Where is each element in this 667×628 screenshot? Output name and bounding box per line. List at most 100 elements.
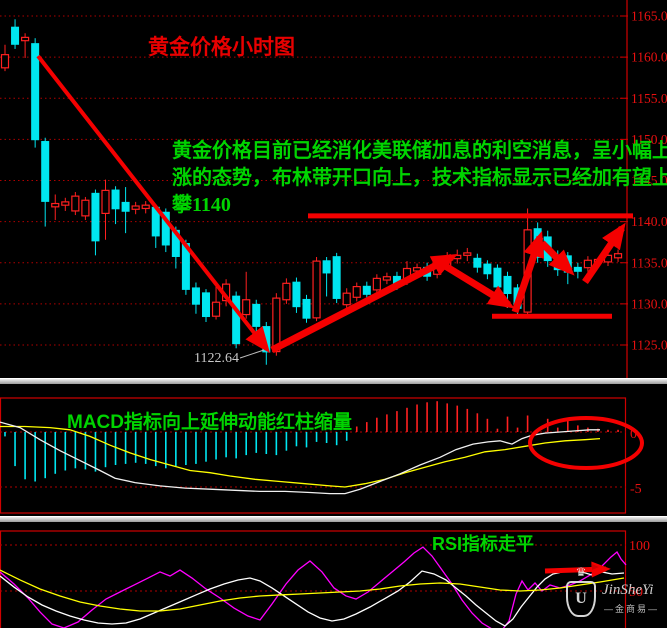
swing-arrow: [440, 261, 515, 309]
rsi-note: RSI指标走平: [432, 534, 535, 554]
candle-body: [473, 257, 482, 268]
analysis-note: 黄金价格目前已经消化美联储加息的利空消息，呈小幅上 涨的态势，布林带开口向上，技…: [172, 138, 667, 219]
candle-body: [312, 260, 321, 319]
candle: [372, 274, 381, 295]
candle: [0, 44, 10, 72]
candle: [453, 249, 462, 264]
candle-body: [81, 199, 90, 217]
crown-icon: ♛: [575, 565, 587, 579]
chart-title: 黄金价格小时图: [148, 35, 295, 59]
candle-body: [362, 285, 371, 295]
candle-body: [171, 229, 180, 257]
candle: [91, 189, 100, 256]
candle-body: [242, 299, 251, 316]
candle: [111, 186, 120, 225]
candle-body: [493, 267, 502, 288]
macd-tick-label: 0: [630, 427, 637, 442]
candle-body: [41, 141, 50, 202]
panel-splitter-2[interactable]: [0, 516, 667, 522]
candle-body: [211, 301, 221, 317]
candle: [382, 272, 391, 285]
swing-arrow: [539, 240, 575, 276]
candle-body: [61, 201, 70, 206]
candle-body: [151, 206, 160, 237]
rsi-fast-line: [0, 546, 627, 628]
macd-tick-label: -5: [630, 482, 642, 497]
rsi-tick-label: 100: [629, 539, 650, 554]
candle-body: [302, 298, 311, 319]
price-tick-label: 1135.0: [631, 255, 667, 270]
downtrend-arrow: [36, 54, 271, 354]
price-tick-label: 1155.0: [631, 91, 667, 106]
candle-body: [392, 275, 401, 286]
low-price-label: 1122.64: [194, 351, 239, 366]
candle-body: [342, 292, 351, 306]
candle-body: [262, 326, 271, 353]
candle: [101, 179, 110, 240]
candle-body: [503, 275, 512, 295]
macd-panel[interactable]: 0 -5: [0, 384, 667, 516]
price-tick-label: 1160.0: [631, 50, 667, 65]
price-tick-label: 1150.0: [631, 132, 667, 147]
candle-body: [332, 256, 341, 299]
price-tick-label: 1165.0: [631, 9, 667, 24]
rsi-panel[interactable]: 100 50: [0, 522, 667, 628]
candle: [41, 137, 50, 227]
rsi-border: [0, 530, 627, 628]
low-pointer-line: [239, 349, 265, 359]
candle-body: [252, 303, 261, 327]
candle: [61, 197, 70, 211]
candle: [71, 192, 80, 216]
candle: [141, 201, 150, 214]
candle: [302, 294, 311, 323]
candle-body: [0, 54, 10, 69]
candle-body: [292, 281, 301, 308]
candle: [473, 253, 482, 273]
candle-body: [181, 243, 190, 290]
candle: [181, 239, 190, 295]
candle: [573, 262, 582, 279]
candle: [583, 256, 593, 272]
candle: [362, 281, 371, 299]
candle: [202, 289, 210, 322]
watermark-brand-cn: —金商易—: [604, 604, 660, 614]
price-tick-label: 1125.0: [631, 338, 667, 353]
candle: [282, 278, 291, 304]
candle: [191, 282, 200, 314]
analysis-note-line: 攀1140: [172, 194, 231, 216]
flag-icon: [592, 564, 599, 570]
candle: [483, 260, 492, 280]
price-tick-label: 1145.0: [631, 173, 667, 188]
candle: [81, 196, 90, 220]
price-chart-panel[interactable]: 1165.0 1160.0 1155.0 1150.0 1145.0 1140.0 1135…: [0, 0, 667, 378]
price-tick-label: 1140.0: [631, 214, 667, 229]
candle-body: [282, 282, 291, 301]
candle: [21, 33, 30, 58]
rsi-tick-label: 50: [629, 585, 643, 600]
candle-body: [382, 276, 391, 281]
candle: [352, 282, 361, 302]
macd-border: [0, 397, 627, 514]
candle: [292, 277, 301, 313]
analysis-note-line: 涨的态势，布林带开口向上，技术指标显示已经加有望上: [172, 167, 667, 189]
panel-splitter-1[interactable]: [0, 378, 667, 384]
candle-body: [111, 189, 120, 210]
watermark-logo: ♛ U JinSheYi —金商易—: [558, 564, 666, 627]
candle: [161, 208, 170, 253]
watermark-brand: JinSheYi: [602, 582, 654, 598]
candle-body: [613, 253, 623, 259]
macd-dea-line: [0, 425, 601, 488]
candle: [11, 19, 20, 49]
swing-arrow: [582, 222, 626, 284]
candle-body: [11, 26, 20, 45]
candle: [332, 252, 341, 304]
candle: [613, 249, 623, 262]
candle: [51, 194, 60, 220]
candle-body: [71, 195, 80, 212]
candle-body: [21, 36, 30, 42]
candle-body: [91, 192, 100, 242]
rsi-mid-line: [0, 569, 625, 627]
candle-body: [161, 211, 170, 246]
candle: [31, 38, 40, 148]
